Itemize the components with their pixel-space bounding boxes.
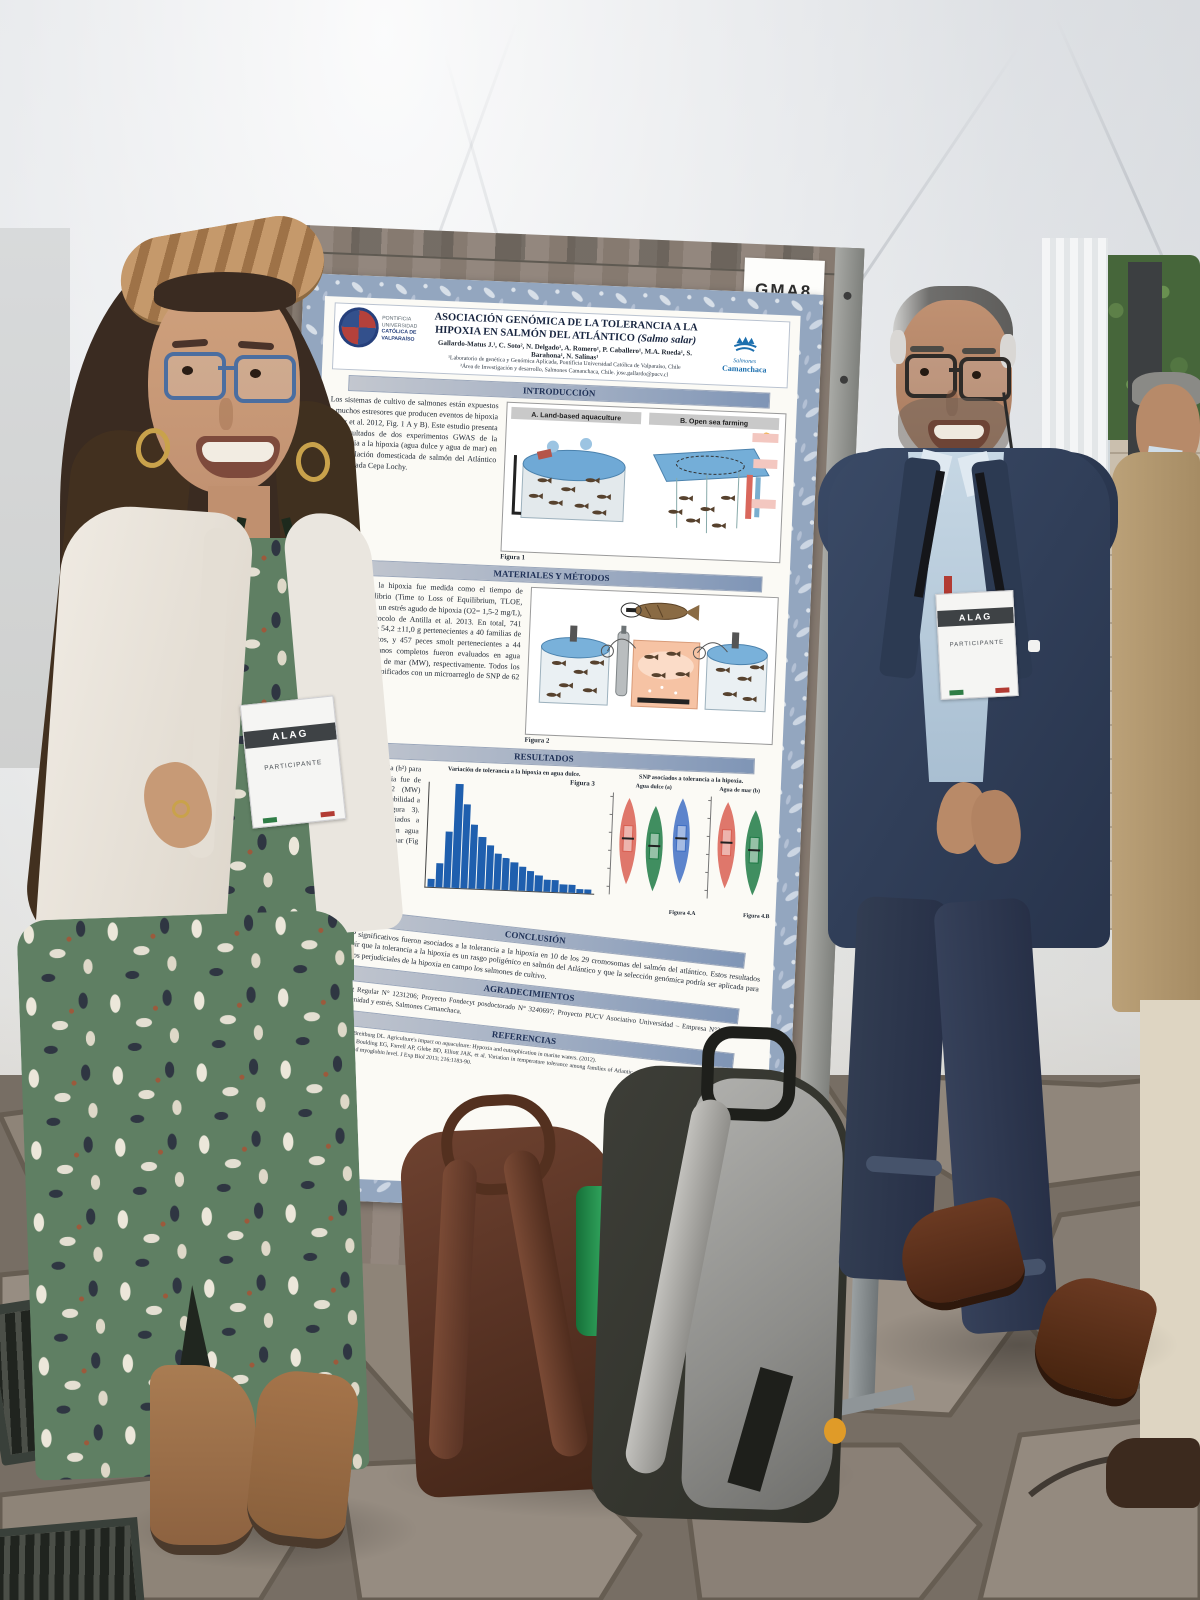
woman-nose: [219, 398, 233, 430]
orange-object: [824, 1418, 846, 1444]
figure4b: Agua de mar (b) Figura 4.B: [699, 786, 774, 920]
man-eyebrow: [910, 346, 944, 352]
woman-eye: [182, 366, 193, 375]
man-badge-role: PARTICIPANTE: [949, 639, 1005, 649]
violin-shape: [717, 801, 736, 889]
background-person-jacket: [1112, 452, 1200, 1012]
lapel-pin: [1028, 640, 1040, 652]
man-glasses-left-lens: [905, 354, 957, 398]
woman-glasses-right-lens: [234, 355, 296, 403]
man-temple-gray: [890, 330, 906, 364]
background-person-shoe: [1106, 1438, 1200, 1508]
woman-glasses-bridge: [218, 366, 236, 370]
figure1-diagram: A. Land-based aquaculture B. Open sea fa…: [511, 407, 780, 534]
badge-green-mark: [949, 689, 964, 696]
figure4a: Agua dulce (a) Figura 4.A: [601, 782, 700, 917]
violin-shape: [645, 805, 663, 891]
figure2: [524, 587, 779, 746]
man-badge-org: ALAG: [937, 607, 1014, 628]
camanchaca-crown-icon: [733, 336, 757, 352]
poster-board: GMA8 ALAG: [236, 224, 865, 1283]
violin-shape: [619, 797, 637, 884]
lanyard-clip-red: [944, 576, 952, 594]
figure4b-violin-plot: [704, 796, 764, 899]
violin-shape: [672, 798, 690, 884]
background-person-pants: [1140, 1000, 1200, 1450]
woman-glasses-left-lens: [164, 352, 226, 400]
figure1: A. Land-based aquaculture B. Open sea fa…: [500, 401, 787, 564]
man-eye: [920, 368, 929, 376]
camanchaca-logo: Salmones Camanchaca: [705, 332, 785, 375]
woman-teeth: [202, 442, 274, 462]
man-glasses-bridge: [949, 368, 959, 372]
methods-section: La tolerancia a la hipoxia fue medida co…: [317, 578, 779, 754]
woman-hairline: [154, 272, 296, 312]
figure1-panel-b-title: B. Open sea farming: [680, 418, 748, 428]
woman-eye: [250, 369, 261, 378]
intro-section: Los sistemas de cultivo de salmones está…: [324, 395, 787, 573]
woman-ring: [172, 800, 190, 818]
figure4a-violin-plot: [606, 792, 690, 895]
poster-title-block: PONTIFICIA UNIVERSIDAD CATÓLICA DE VALPA…: [331, 302, 791, 389]
man-eye: [972, 371, 981, 379]
violin-shape: [745, 809, 764, 896]
figure1-panel-a-title: A. Land-based aquaculture: [531, 412, 621, 423]
figure2-diagram: [538, 602, 768, 713]
man-teeth: [934, 425, 984, 439]
woman-boot: [150, 1365, 255, 1555]
results-section: La heredabilidad estimada (h²) para la t…: [310, 760, 771, 920]
badge-red-mark: [995, 687, 1010, 694]
man-badge: ALAG PARTICIPANTE: [935, 590, 1019, 700]
figure4-panel: SNP asociados a tolerancia a la hipoxia.…: [601, 773, 775, 920]
poster-content: PONTIFICIA UNIVERSIDAD CATÓLICA DE VALPA…: [288, 296, 800, 1196]
man-eyebrow: [962, 348, 996, 354]
poster-paper: PONTIFICIA UNIVERSIDAD CATÓLICA DE VALPA…: [265, 273, 824, 1220]
